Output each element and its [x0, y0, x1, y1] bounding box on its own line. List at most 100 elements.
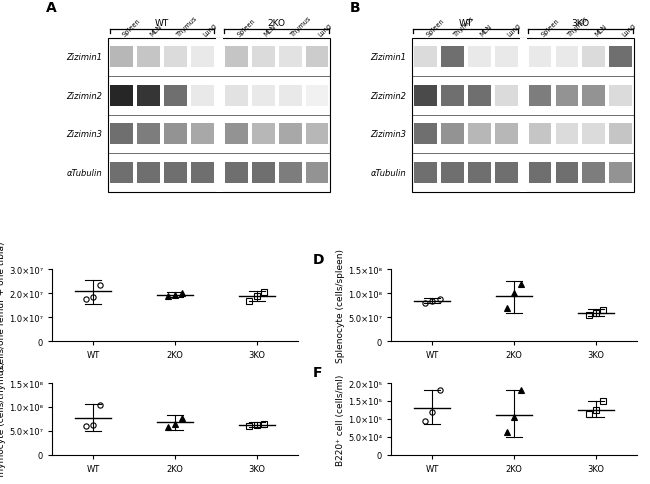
- Text: αTubulin: αTubulin: [370, 168, 406, 178]
- Bar: [252, 86, 275, 107]
- Y-axis label: Splenocyte (cells/spleen): Splenocyte (cells/spleen): [337, 249, 345, 363]
- Bar: [137, 163, 160, 183]
- Bar: [306, 86, 328, 107]
- Bar: [111, 124, 133, 145]
- Y-axis label: B220⁺ cell (cells/ml): B220⁺ cell (cells/ml): [336, 374, 345, 465]
- Bar: [468, 163, 491, 183]
- Text: A: A: [46, 0, 57, 15]
- Bar: [225, 163, 248, 183]
- Bar: [556, 47, 578, 68]
- Bar: [528, 163, 551, 183]
- Text: WT: WT: [459, 19, 473, 29]
- Text: Lung: Lung: [506, 22, 522, 38]
- Text: Spleen: Spleen: [426, 17, 446, 38]
- Text: αTubulin: αTubulin: [67, 168, 103, 178]
- Text: B: B: [350, 0, 361, 15]
- Text: MLN: MLN: [263, 23, 278, 38]
- Bar: [582, 86, 605, 107]
- Bar: [556, 124, 578, 145]
- Text: Zizimin1: Zizimin1: [370, 53, 406, 62]
- Bar: [279, 124, 302, 145]
- Bar: [495, 124, 517, 145]
- Text: Zizimin3: Zizimin3: [370, 130, 406, 139]
- Text: Zizimin2: Zizimin2: [370, 91, 406, 101]
- Text: Spleen: Spleen: [540, 17, 560, 38]
- Bar: [468, 124, 491, 145]
- Bar: [556, 163, 578, 183]
- Bar: [528, 47, 551, 68]
- Bar: [216, 39, 223, 192]
- Bar: [414, 47, 437, 68]
- Text: 3KO: 3KO: [571, 19, 590, 29]
- Text: Zizimin2: Zizimin2: [66, 91, 103, 101]
- Bar: [137, 47, 160, 68]
- Bar: [279, 86, 302, 107]
- Text: MLN: MLN: [594, 23, 608, 38]
- Bar: [609, 124, 632, 145]
- Text: MLN: MLN: [479, 23, 493, 38]
- Bar: [468, 47, 491, 68]
- Bar: [609, 163, 632, 183]
- Y-axis label: BM cell
(cells/one femur + one tibia): BM cell (cells/one femur + one tibia): [0, 241, 6, 371]
- Bar: [528, 86, 551, 107]
- Bar: [441, 124, 463, 145]
- Text: Lung: Lung: [317, 22, 333, 38]
- Bar: [306, 124, 328, 145]
- Bar: [495, 163, 517, 183]
- Bar: [441, 47, 463, 68]
- Bar: [414, 163, 437, 183]
- Bar: [164, 124, 187, 145]
- Bar: [111, 163, 133, 183]
- Text: Thymus: Thymus: [176, 15, 198, 38]
- Bar: [414, 86, 437, 107]
- Text: WT: WT: [155, 19, 169, 29]
- Bar: [252, 124, 275, 145]
- Bar: [164, 163, 187, 183]
- Bar: [495, 86, 517, 107]
- Bar: [191, 124, 214, 145]
- Bar: [111, 47, 133, 68]
- Text: Thymus: Thymus: [290, 15, 313, 38]
- Bar: [412, 39, 634, 192]
- Text: Zizimin3: Zizimin3: [66, 130, 103, 139]
- Bar: [137, 124, 160, 145]
- Bar: [582, 47, 605, 68]
- Bar: [164, 47, 187, 68]
- Bar: [279, 47, 302, 68]
- Text: D: D: [313, 252, 324, 266]
- Text: Thymus: Thymus: [567, 15, 590, 38]
- Text: Lung: Lung: [621, 22, 636, 38]
- Bar: [582, 163, 605, 183]
- Bar: [609, 86, 632, 107]
- Text: Zizimin1: Zizimin1: [66, 53, 103, 62]
- Bar: [519, 39, 526, 192]
- Text: Spleen: Spleen: [122, 17, 142, 38]
- Bar: [582, 124, 605, 145]
- Y-axis label: Thymocyte (cells/thymus): Thymocyte (cells/thymus): [0, 361, 6, 478]
- Bar: [556, 86, 578, 107]
- Bar: [191, 47, 214, 68]
- Bar: [164, 86, 187, 107]
- Bar: [225, 124, 248, 145]
- Bar: [528, 124, 551, 145]
- Bar: [252, 163, 275, 183]
- Bar: [109, 39, 330, 192]
- Bar: [441, 163, 463, 183]
- Bar: [252, 47, 275, 68]
- Bar: [111, 86, 133, 107]
- Bar: [191, 163, 214, 183]
- Bar: [191, 86, 214, 107]
- Bar: [441, 86, 463, 107]
- Bar: [495, 47, 517, 68]
- Bar: [609, 47, 632, 68]
- Text: Spleen: Spleen: [237, 17, 257, 38]
- Bar: [225, 86, 248, 107]
- Bar: [137, 86, 160, 107]
- Bar: [468, 86, 491, 107]
- Bar: [414, 124, 437, 145]
- Text: Lung: Lung: [202, 22, 218, 38]
- Bar: [306, 163, 328, 183]
- Bar: [306, 47, 328, 68]
- Text: 2KO: 2KO: [268, 19, 285, 29]
- Bar: [279, 163, 302, 183]
